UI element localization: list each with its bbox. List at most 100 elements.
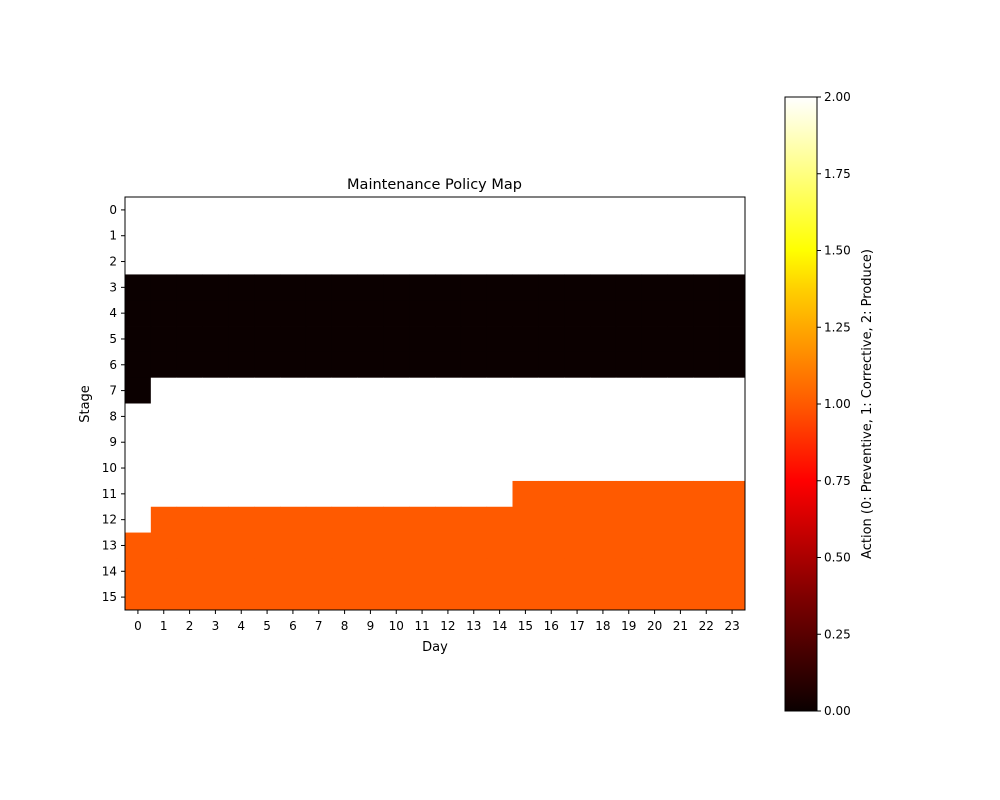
heatmap-cell	[125, 377, 152, 404]
heatmap-cell	[435, 197, 462, 224]
x-tick-label: 22	[699, 619, 714, 633]
heatmap-cell	[228, 248, 255, 275]
heatmap-cell	[564, 248, 591, 275]
heatmap-cell	[383, 222, 410, 250]
heatmap-cell	[564, 300, 591, 327]
heatmap-cell	[176, 274, 203, 301]
heatmap-cell	[254, 480, 281, 508]
heatmap-cell	[693, 506, 720, 533]
heatmap-cell	[409, 403, 436, 430]
heatmap-cell	[590, 274, 617, 301]
heatmap-cell	[564, 403, 591, 430]
heatmap-cell	[383, 403, 410, 430]
heatmap-cell	[564, 480, 591, 508]
heatmap-cell	[538, 377, 565, 404]
heatmap-cell	[641, 248, 668, 275]
heatmap-cell	[409, 377, 436, 404]
x-tick-label: 20	[647, 619, 662, 633]
heatmap-cell	[202, 326, 229, 353]
heatmap-cell	[641, 326, 668, 353]
heatmap-cell	[228, 274, 255, 301]
heatmap-cell	[305, 300, 333, 327]
heatmap-cell	[590, 300, 617, 327]
heatmap-cell	[641, 584, 668, 611]
heatmap-cell	[125, 326, 152, 353]
x-tick-label: 17	[569, 619, 584, 633]
heatmap-cell	[667, 480, 694, 508]
y-tick-label: 6	[109, 358, 117, 372]
colorbar-ticks: 0.00 0.25 0.50 0.75 1.00 1.25 1.50 1.75 2.00	[817, 90, 851, 718]
heatmap-cell	[228, 197, 255, 224]
heatmap-cell	[383, 584, 410, 611]
heatmap-cell	[383, 506, 410, 533]
heatmap-cell	[409, 506, 436, 533]
heatmap-cell	[280, 197, 307, 224]
heatmap-cell	[719, 274, 746, 301]
heatmap-cell	[125, 429, 152, 456]
heatmap-cell	[150, 558, 178, 585]
heatmap-cell	[176, 584, 203, 611]
heatmap-cell	[564, 274, 591, 301]
heatmap-cell	[305, 274, 333, 301]
heatmap-cell	[460, 300, 488, 327]
x-tick-label: 0	[134, 619, 142, 633]
heatmap-cell	[150, 480, 178, 508]
heatmap-cell	[641, 351, 668, 379]
heatmap-cell	[435, 403, 462, 430]
heatmap-cell	[202, 300, 229, 327]
y-tick-label: 1	[109, 229, 117, 243]
heatmap-cell	[280, 558, 307, 585]
chart-title: Maintenance Policy Map	[347, 177, 522, 193]
heatmap-cell	[228, 351, 255, 379]
heatmap-cell	[693, 480, 720, 508]
heatmap-cell	[590, 584, 617, 611]
heatmap-cell	[331, 248, 358, 275]
heatmap-cell	[435, 326, 462, 353]
y-tick-label: 2	[109, 255, 117, 269]
heatmap-cell	[590, 480, 617, 508]
x-tick-label: 19	[621, 619, 636, 633]
heatmap-cell	[486, 222, 513, 250]
heatmap-cell	[125, 558, 152, 585]
heatmap-cell	[409, 351, 436, 379]
heatmap-cell	[125, 532, 152, 559]
heatmap-cell	[357, 506, 384, 533]
heatmap-cell	[615, 403, 643, 430]
heatmap-cell	[202, 274, 229, 301]
heatmap-cell	[280, 532, 307, 559]
x-tick-label: 10	[389, 619, 404, 633]
colorbar-tick-label: 1.50	[824, 244, 851, 258]
heatmap-cell	[538, 584, 565, 611]
heatmap-cell	[331, 532, 358, 559]
heatmap-cell	[383, 300, 410, 327]
heatmap-cell	[435, 222, 462, 250]
heatmap-cell	[693, 455, 720, 482]
heatmap-cell	[719, 248, 746, 275]
colorbar	[784, 96, 818, 712]
heatmap-cell	[383, 480, 410, 508]
heatmap-cell	[383, 197, 410, 224]
heatmap-cell	[641, 429, 668, 456]
heatmap-cell	[486, 429, 513, 456]
heatmap-cell	[512, 222, 539, 250]
heatmap-cell	[150, 274, 178, 301]
heatmap-cell	[564, 584, 591, 611]
heatmap-cell	[641, 403, 668, 430]
heatmap-cell	[564, 222, 591, 250]
heatmap-cell	[615, 429, 643, 456]
y-tick-label: 10	[102, 461, 117, 475]
heatmap-cell	[590, 403, 617, 430]
heatmap-cell	[512, 248, 539, 275]
heatmap-cell	[564, 326, 591, 353]
heatmap-cell	[641, 222, 668, 250]
heatmap-cell	[486, 480, 513, 508]
heatmap-cell	[460, 377, 488, 404]
colorbar-tick-label: 1.75	[824, 167, 851, 181]
heatmap-cell	[538, 506, 565, 533]
heatmap-cell	[460, 351, 488, 379]
heatmap-cell	[280, 351, 307, 379]
x-tick-label: 5	[263, 619, 271, 633]
heatmap-cell	[615, 506, 643, 533]
heatmap-cell	[228, 584, 255, 611]
